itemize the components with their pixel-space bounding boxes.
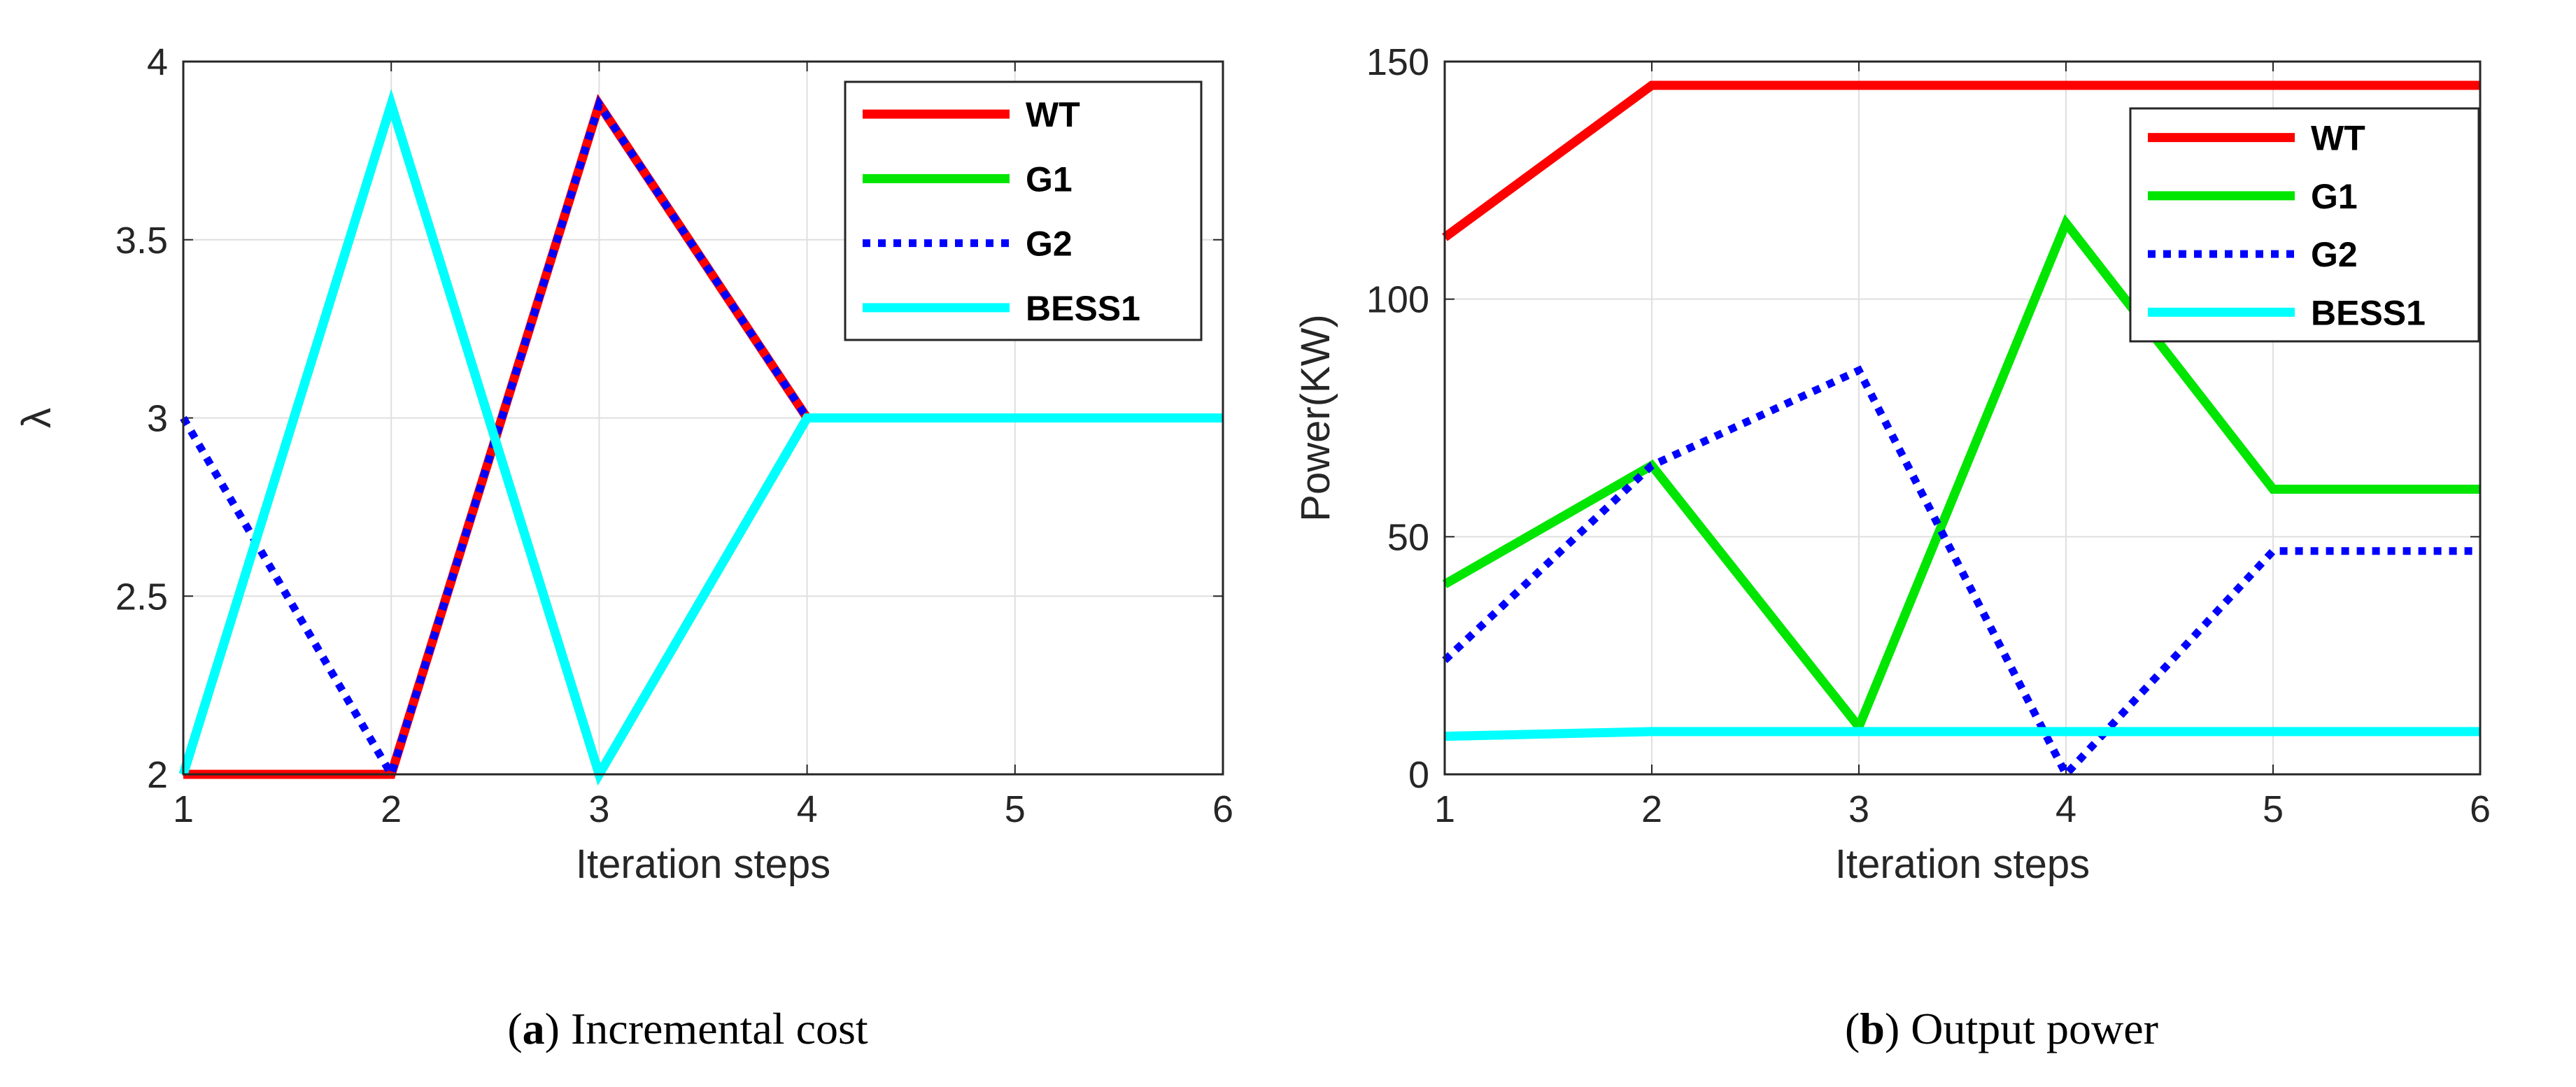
y-tick-label: 4 [147,41,168,83]
series-line-bess1 [1444,727,2480,741]
series-line-wt [1442,80,2480,241]
caption-letter: a [523,1004,545,1053]
caption: (b) Output power [1845,1004,2158,1053]
series-line-bess1 [178,89,1223,786]
legend-label-g2: G2 [2311,235,2358,274]
y-tick-label: 2.5 [115,576,168,618]
y-tick-label: 150 [1366,41,1429,83]
y-axis-label: λ [14,408,59,428]
y-tick-label: 3 [147,398,168,440]
legend: WT G1 G2 BESS1 [844,80,1203,341]
y-tick-label: 0 [1408,754,1429,796]
legend-label-g1: G1 [2311,177,2358,216]
x-tick-label: 2 [1641,788,1662,830]
legend-label-bess1: BESS1 [1026,289,1140,328]
x-tick-label: 1 [173,788,194,830]
legend-label-g1: G1 [1026,159,1073,199]
axes-box [182,60,1224,776]
x-tick-label: 5 [1005,788,1026,830]
chart-panel-b: 1 2 3 4 5 6 0 50 100 150 Iteration steps Power(KW) W… [1293,41,2491,1053]
series-line-g2 [1442,365,2480,781]
x-tick-label: 3 [1848,788,1869,830]
x-tick-label: 2 [381,788,402,830]
legend-box [844,80,1203,341]
caption: (a) Incremental cost [507,1004,868,1053]
y-tick-label: 2 [147,754,168,796]
x-tick-label: 4 [797,788,818,830]
legend-label-wt: WT [1026,95,1080,134]
legend-label-g2: G2 [1026,225,1073,264]
x-tick-label: 3 [588,788,609,830]
x-tick-label: 6 [1212,788,1233,830]
series-line-g1 [1442,214,2480,736]
caption-letter: b [1860,1004,1885,1053]
y-tick-label: 3.5 [115,220,168,262]
x-tick-label: 6 [2470,788,2491,830]
y-tick-label: 100 [1366,279,1429,321]
x-tick-label: 1 [1434,788,1455,830]
series-line-g2 [180,95,1223,784]
legend-label-wt: WT [2311,119,2365,158]
x-axis-label: Iteration steps [576,841,830,887]
x-axis-label: Iteration steps [1835,841,2090,887]
y-axis-label: Power(KW) [1293,314,1338,521]
legend-label-bess1: BESS1 [2311,293,2426,332]
x-tick-label: 4 [2055,788,2076,830]
y-tick-label: 50 [1387,516,1429,558]
legend: WT G1 G2 BESS1 [2129,107,2480,343]
legend-box [2129,107,2480,343]
axes-box [1443,60,2482,776]
x-tick-label: 5 [2263,788,2284,830]
